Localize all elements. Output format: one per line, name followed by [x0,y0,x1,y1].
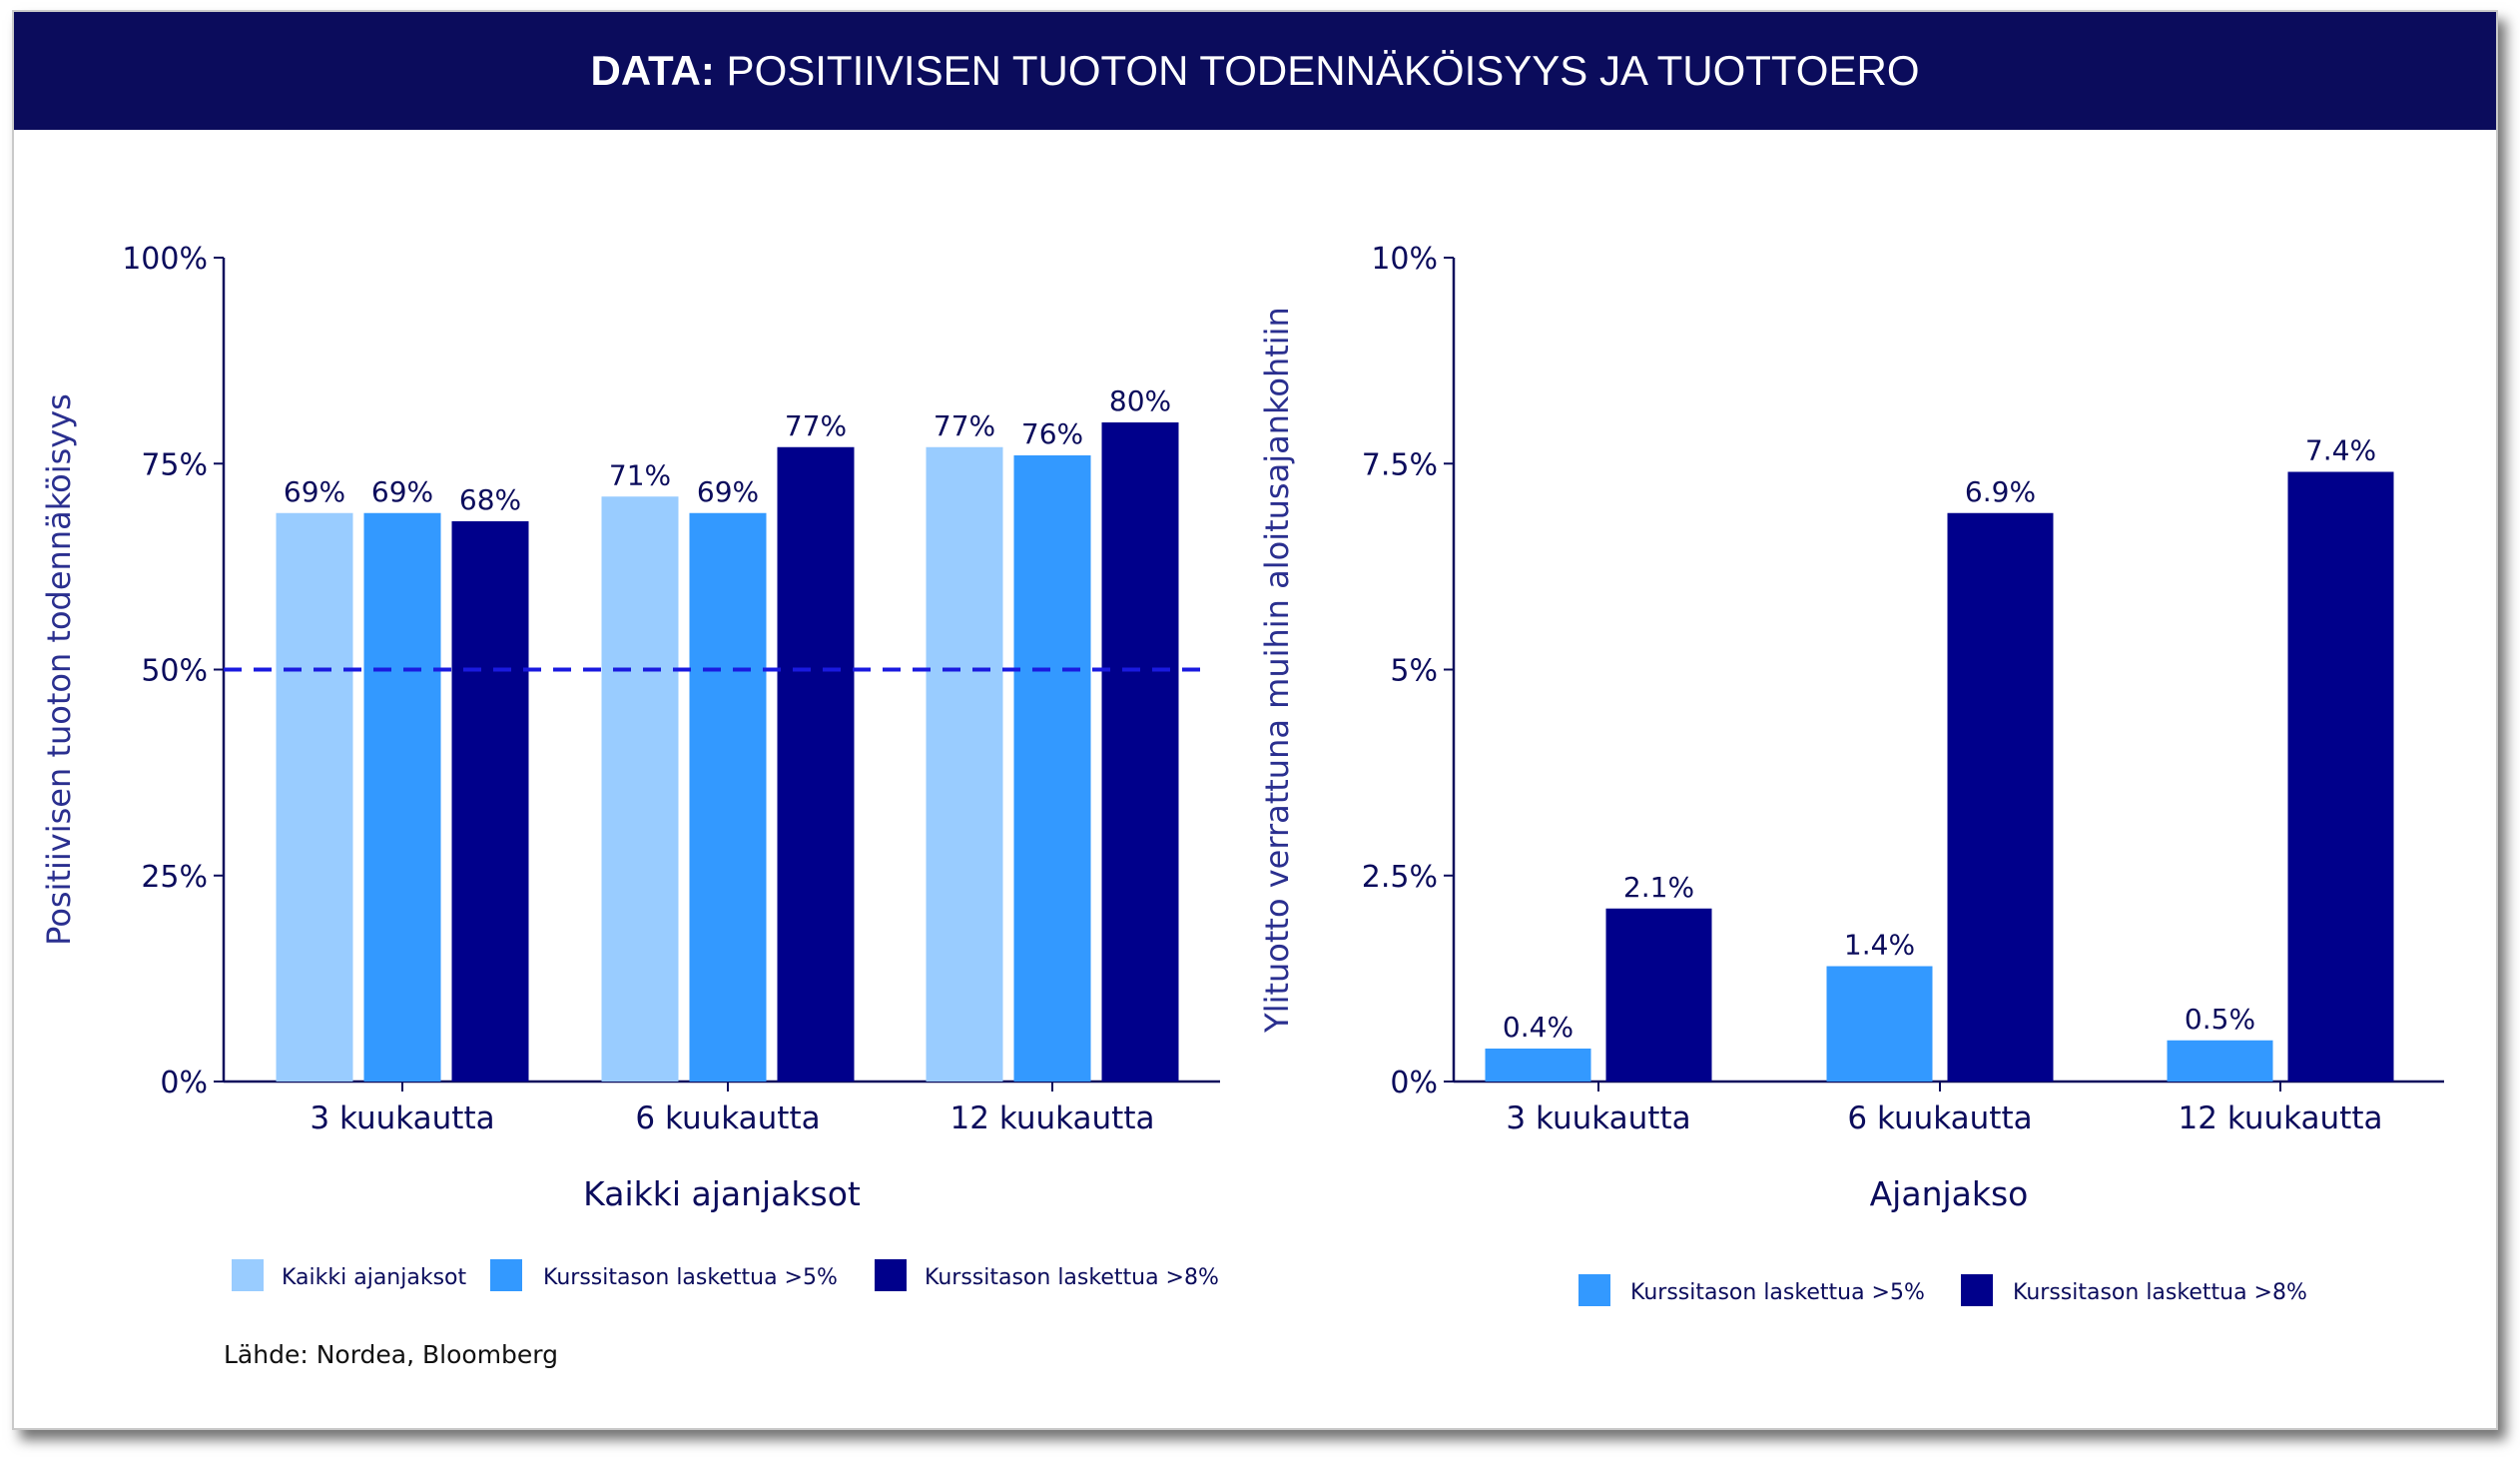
source-note: Lähde: Nordea, Bloomberg [224,1340,558,1369]
chart2-y-tick-label: 5% [1390,654,1438,689]
chart2-y-tick-label: 2.5% [1362,860,1438,895]
chart2-y-tick-label: 0% [1390,1066,1438,1100]
chart1-bar-data-label: 69% [284,475,345,508]
chart1-legend-swatch [875,1259,907,1291]
chart1-bar [276,512,353,1082]
chart2-category-label: 6 kuukautta [1847,1100,2032,1136]
chart1-bar [689,512,767,1082]
chart2-y-axis-title: Ylituotto verrattuna muihin aloitusajank… [1258,307,1296,1034]
chart1-bar-data-label: 69% [371,475,433,508]
chart2-bar [2287,471,2394,1082]
chart2-bar [1605,908,1712,1082]
chart1-category-label: 3 kuukautta [310,1100,494,1136]
header-bar: DATA: POSITIIVISEN TUOTON TODENNÄKÖISYYS… [14,12,2496,130]
chart2-bar-data-label: 6.9% [1965,475,2036,508]
header-title-rest: POSITIIVISEN TUOTON TODENNÄKÖISYYS JA TU… [714,47,1920,94]
chart1-y-tick-label: 50% [141,654,208,689]
chart2-category-label: 12 kuukautta [2179,1100,2383,1136]
chart1-y-axis-title: Positiivisen tuoton todennäköisyys [40,393,78,946]
chart1-y-tick-label: 25% [141,860,208,895]
chart2-legend-label: Kurssitason laskettua >8% [2013,1280,2307,1305]
chart1-bar [601,496,679,1082]
chart1-bar-data-label: 71% [609,458,671,491]
chart1-bar [363,512,441,1082]
chart1-bar [926,446,1003,1082]
chart1-bar-data-label: 77% [785,409,847,442]
chart2-y-tick-label: 10% [1371,242,1438,277]
chart1-y-tick-label: 0% [160,1066,208,1100]
chart1-bar-data-label: 76% [1021,417,1083,450]
chart2-bar [1485,1049,1591,1082]
header-title: DATA: POSITIIVISEN TUOTON TODENNÄKÖISYYS… [14,12,2496,130]
chart2-bar-data-label: 0.5% [2185,1003,2255,1036]
chart1-legend-swatch [232,1259,264,1291]
chart2-bar [1947,512,2054,1082]
chart1-category-label: 12 kuukautta [950,1100,1155,1136]
chart2-category-label: 3 kuukautta [1506,1100,1690,1136]
chart1-legend-label: Kurssitason laskettua >8% [925,1265,1219,1290]
chart2-legend-swatch [1961,1274,1993,1306]
chart2-bar-data-label: 1.4% [1844,929,1915,962]
chart1-bar-data-label: 69% [697,475,759,508]
chart1-legend-label: Kurssitason laskettua >5% [543,1265,838,1290]
chart1-bar-data-label: 68% [459,483,521,516]
chart2-bar-data-label: 2.1% [1623,871,1694,904]
chart1-legend-label: Kaikki ajanjaksot [282,1265,466,1290]
chart2-bar-data-label: 7.4% [2305,434,2376,467]
chart1-category-label: 6 kuukautta [635,1100,820,1136]
chart2-legend-swatch [1578,1274,1610,1306]
chart2-bar [2167,1040,2273,1082]
chart2-legend-label: Kurssitason laskettua >5% [1630,1280,1925,1305]
chart1-bar-data-label: 80% [1109,384,1171,417]
chart1-legend-swatch [490,1259,522,1291]
chart1-y-tick-label: 100% [122,242,208,277]
chart1-bar [1101,422,1179,1082]
chart2-bar-data-label: 0.4% [1503,1011,1574,1044]
chart1-y-tick-label: 75% [141,447,208,482]
chart1-bar [1013,455,1091,1082]
chart1-x-axis-title: Kaikki ajanjaksot [583,1174,861,1213]
chart2-x-axis-title: Ajanjakso [1870,1174,2029,1213]
header-title-bold: DATA: [590,47,715,94]
chart2-bar [1826,966,1933,1082]
chart1-bar [451,521,529,1082]
chart1-bar [777,446,855,1082]
chart2-y-tick-label: 7.5% [1362,447,1438,482]
chart1-bar-data-label: 77% [934,409,995,442]
